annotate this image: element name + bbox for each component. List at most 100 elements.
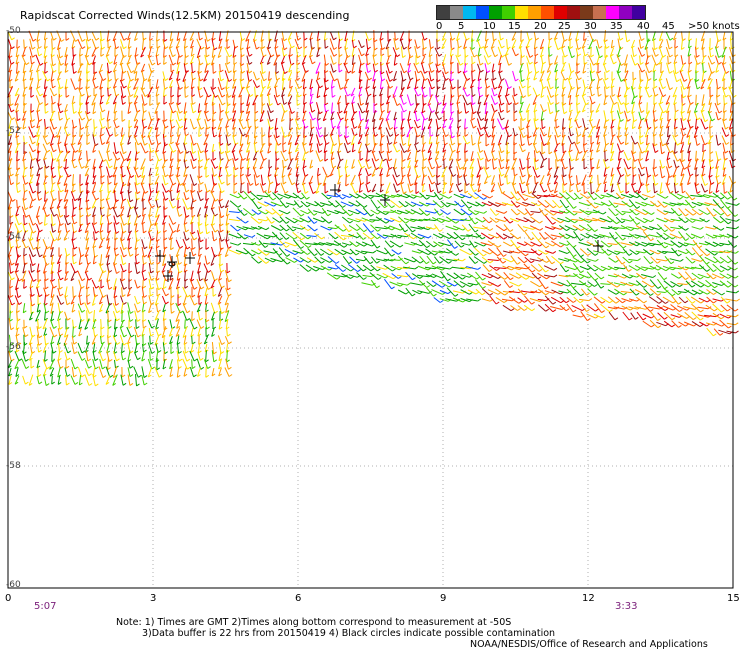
wind-barb-flag: [164, 125, 169, 129]
wind-barb-flag: [691, 197, 696, 201]
wind-barb: [9, 167, 11, 177]
wind-barb-flag: [315, 190, 320, 194]
wind-barb: [85, 30, 89, 42]
wind-barb-flag: [317, 117, 321, 121]
wind-barb-flag: [688, 69, 692, 73]
wind-barb-flag: [409, 189, 414, 193]
wind-barb-flag: [465, 110, 470, 114]
wind-barb: [635, 224, 645, 232]
wind-barb-flag: [466, 93, 471, 97]
wind-barb-flag: [717, 102, 721, 106]
wind-barb: [86, 127, 88, 137]
wind-barb-flag: [530, 237, 535, 241]
wind-barb: [434, 47, 440, 57]
wind-barb: [715, 111, 719, 121]
wind-barb: [463, 63, 467, 73]
wind-barb: [638, 111, 642, 121]
wind-barb: [398, 200, 406, 208]
wind-barb: [483, 46, 489, 58]
wind-barb-flag: [725, 126, 729, 130]
wind-barb: [29, 46, 33, 58]
wind-barb: [348, 233, 358, 239]
wind-barb: [242, 226, 254, 230]
wind-barb-flag: [29, 205, 33, 209]
wind-barb-flag: [438, 117, 442, 121]
wind-barb: [438, 232, 450, 240]
wind-barb: [309, 38, 313, 50]
wind-barb-flag: [620, 78, 625, 82]
wind-barb-flag: [303, 165, 307, 169]
wind-barb: [113, 199, 117, 209]
wind-barb: [316, 118, 320, 130]
wind-barb-flag: [270, 126, 274, 130]
wind-barb-flag: [206, 46, 211, 50]
wind-barb-flag: [491, 118, 495, 122]
wind-barb: [149, 31, 151, 41]
wind-barb: [113, 102, 117, 114]
wind-barb: [246, 143, 250, 153]
wind-barb: [519, 144, 523, 152]
scale-swatch: [554, 6, 567, 19]
wind-barb-flag: [471, 183, 475, 187]
wind-barb-flag: [636, 235, 641, 239]
wind-barb: [170, 191, 172, 201]
wind-barb: [168, 215, 174, 225]
wind-barb: [245, 174, 251, 186]
wind-barb: [418, 201, 428, 207]
wind-barb-flag: [225, 110, 230, 114]
wind-barb: [121, 70, 123, 82]
wind-barb: [436, 78, 438, 90]
wind-barb-flag: [143, 103, 148, 106]
wind-barb-flag: [170, 174, 174, 177]
wind-barb: [499, 31, 501, 41]
wind-barb: [77, 191, 83, 201]
wind-barb: [505, 134, 509, 146]
wind-barb-flag: [665, 237, 669, 241]
wind-barb-flag: [333, 78, 338, 82]
wind-barb: [551, 193, 561, 199]
wind-barb: [92, 207, 96, 217]
wind-barb: [688, 150, 690, 162]
wind-barb-flag: [179, 110, 183, 114]
wind-barb: [127, 39, 131, 49]
wind-barb: [659, 111, 663, 121]
wind-barb: [177, 127, 179, 137]
wind-barb: [490, 47, 496, 57]
wind-barb: [406, 79, 412, 89]
wind-barb-flag: [269, 103, 273, 107]
wind-barb: [560, 158, 566, 170]
wind-barb-flag: [654, 93, 659, 97]
wind-barb-flag: [487, 134, 492, 138]
wind-barb-flag: [570, 133, 574, 137]
wind-barb: [91, 199, 97, 209]
wind-barb-flag: [143, 125, 147, 129]
wind-barb: [467, 192, 477, 200]
wind-barb-flag: [474, 229, 479, 233]
wind-barb-flag: [706, 219, 710, 223]
wind-barb-flag: [661, 165, 666, 169]
wind-barb: [460, 193, 470, 199]
wind-barb: [341, 207, 351, 217]
wind-barb: [617, 86, 621, 98]
wind-barb: [267, 79, 271, 89]
wind-barb: [287, 127, 293, 137]
wind-barb: [113, 142, 117, 154]
wind-barb: [708, 95, 712, 105]
wind-barb-flag: [45, 126, 49, 130]
wind-barb: [77, 111, 83, 121]
wind-barb: [50, 144, 54, 152]
wind-barb: [37, 71, 39, 81]
wind-barb: [701, 38, 705, 50]
wind-barb: [428, 39, 432, 49]
wind-barb: [253, 71, 257, 81]
wind-barb: [155, 199, 159, 209]
wind-barb-flag: [545, 204, 550, 208]
wind-barb-flag: [479, 149, 484, 153]
wind-barb: [279, 216, 287, 224]
wind-barb-flag: [16, 182, 21, 186]
wind-barb-flag: [73, 221, 78, 225]
wind-barb: [653, 119, 655, 129]
wind-barb-flag: [362, 237, 367, 240]
wind-barb: [127, 31, 131, 41]
wind-barb: [424, 218, 436, 222]
